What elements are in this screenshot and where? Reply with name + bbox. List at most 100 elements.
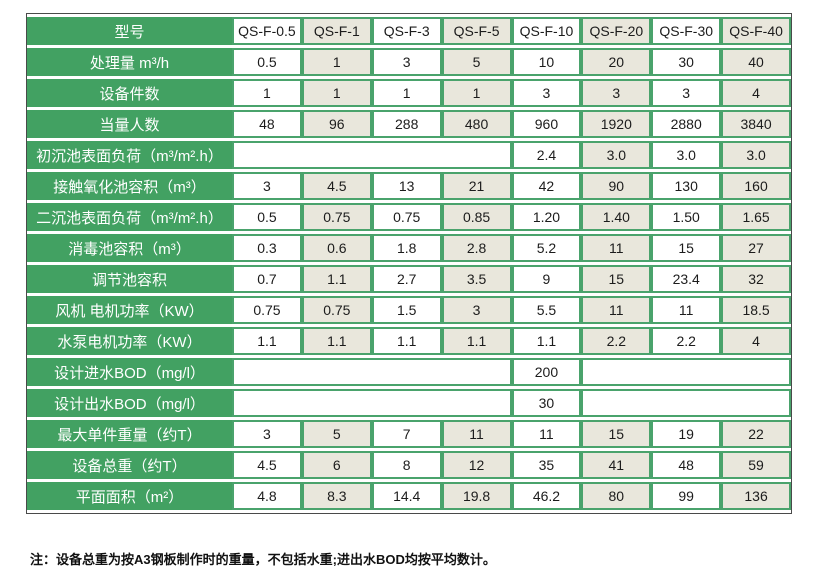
value-cell: 11: [581, 296, 652, 324]
value-cell: 1.1: [232, 327, 302, 355]
value-cell: 1.50: [651, 203, 722, 231]
spec-table: 型号 QS-F-0.5 QS-F-1 QS-F-3 QS-F-5 QS-F-10 QS-F-…: [27, 14, 791, 513]
value-cell: 0.7: [232, 265, 302, 293]
merged-empty-cell: [581, 389, 791, 417]
column-header: QS-F-10: [511, 17, 582, 45]
value-cell: 0.6: [301, 234, 372, 262]
value-cell: 15: [651, 234, 722, 262]
value-cell: 23.4: [651, 265, 722, 293]
value-cell: 21: [441, 172, 512, 200]
value-cell: 5: [301, 420, 372, 448]
value-cell: 30: [511, 389, 582, 417]
value-cell: 41: [581, 451, 652, 479]
value-cell: 0.85: [441, 203, 512, 231]
value-cell: 2.7: [371, 265, 442, 293]
row-label: 平面面积（m²）: [27, 482, 232, 510]
value-cell: 0.75: [301, 203, 372, 231]
value-cell: 3: [232, 420, 302, 448]
value-cell: 4: [721, 327, 791, 355]
value-cell: 4.8: [232, 482, 302, 510]
value-cell: 160: [721, 172, 791, 200]
value-cell: 12: [441, 451, 512, 479]
row-label: 设计进水BOD（mg/l）: [27, 358, 232, 386]
value-cell: 4: [721, 79, 791, 107]
value-cell: 2.4: [511, 141, 582, 169]
value-cell: 19.8: [441, 482, 512, 510]
value-cell: 1.1: [441, 327, 512, 355]
row-label: 水泵电机功率（KW）: [27, 327, 232, 355]
row-label: 处理量 m³/h: [27, 48, 232, 76]
header-row: 型号 QS-F-0.5 QS-F-1 QS-F-3 QS-F-5 QS-F-10 QS-F-…: [27, 17, 791, 45]
value-cell: 32: [721, 265, 791, 293]
table-row: 初沉池表面负荷（m³/m².h） 2.4 3.0 3.0 3.0: [27, 141, 791, 169]
table-row: 设备件数 1 1 1 1 3 3 3 4: [27, 79, 791, 107]
value-cell: 7: [371, 420, 442, 448]
value-cell: 13: [371, 172, 442, 200]
value-cell: 99: [651, 482, 722, 510]
value-cell: 3: [441, 296, 512, 324]
table-row: 设计进水BOD（mg/l） 200: [27, 358, 791, 386]
value-cell: 1.5: [371, 296, 442, 324]
value-cell: 2880: [651, 110, 722, 138]
table-row: 当量人数 48 96 288 480 960 1920 2880 3840: [27, 110, 791, 138]
value-cell: 1: [301, 48, 372, 76]
row-label: 二沉池表面负荷（m³/m².h）: [27, 203, 232, 231]
value-cell: 1: [232, 79, 302, 107]
value-cell: 1.40: [581, 203, 652, 231]
value-cell: 15: [581, 420, 652, 448]
value-cell: 3: [511, 79, 582, 107]
value-cell: 59: [721, 451, 791, 479]
value-cell: 18.5: [721, 296, 791, 324]
table-row: 水泵电机功率（KW） 1.1 1.1 1.1 1.1 1.1 2.2 2.2 4: [27, 327, 791, 355]
row-label: 初沉池表面负荷（m³/m².h）: [27, 141, 232, 169]
table-row: 消毒池容积（m³） 0.3 0.6 1.8 2.8 5.2 11 15 27: [27, 234, 791, 262]
header-label-cell: 型号: [27, 17, 232, 45]
value-cell: 288: [371, 110, 442, 138]
table-row: 风机 电机功率（KW） 0.75 0.75 1.5 3 5.5 11 11 18.5: [27, 296, 791, 324]
value-cell: 20: [581, 48, 652, 76]
value-cell: 3: [371, 48, 442, 76]
table-row: 接触氧化池容积（m³） 3 4.5 13 21 42 90 130 160: [27, 172, 791, 200]
row-label: 设备总重（约T）: [27, 451, 232, 479]
value-cell: 2.2: [581, 327, 652, 355]
row-label: 设计出水BOD（mg/l）: [27, 389, 232, 417]
value-cell: 14.4: [371, 482, 442, 510]
value-cell: 46.2: [511, 482, 582, 510]
value-cell: 1920: [581, 110, 652, 138]
merged-empty-cell: [232, 141, 512, 169]
value-cell: 0.5: [232, 203, 302, 231]
value-cell: 0.75: [232, 296, 302, 324]
value-cell: 3.0: [721, 141, 791, 169]
value-cell: 200: [511, 358, 582, 386]
footnote: 注：设备总重为按A3钢板制作时的重量，不包括水重;进出水BOD均按平均数计。: [30, 552, 496, 567]
table-row: 二沉池表面负荷（m³/m².h） 0.5 0.75 0.75 0.85 1.20 1.40 1…: [27, 203, 791, 231]
table-row: 调节池容积 0.7 1.1 2.7 3.5 9 15 23.4 32: [27, 265, 791, 293]
value-cell: 40: [721, 48, 791, 76]
value-cell: 3: [651, 79, 722, 107]
value-cell: 3840: [721, 110, 791, 138]
row-label: 调节池容积: [27, 265, 232, 293]
value-cell: 8.3: [301, 482, 372, 510]
column-header: QS-F-30: [651, 17, 722, 45]
value-cell: 48: [232, 110, 302, 138]
value-cell: 0.5: [232, 48, 302, 76]
value-cell: 960: [511, 110, 582, 138]
value-cell: 11: [441, 420, 512, 448]
value-cell: 3.0: [651, 141, 722, 169]
value-cell: 11: [581, 234, 652, 262]
value-cell: 27: [721, 234, 791, 262]
value-cell: 0.75: [301, 296, 372, 324]
value-cell: 1.8: [371, 234, 442, 262]
value-cell: 5: [441, 48, 512, 76]
value-cell: 15: [581, 265, 652, 293]
value-cell: 3.5: [441, 265, 512, 293]
value-cell: 22: [721, 420, 791, 448]
value-cell: 2.8: [441, 234, 512, 262]
value-cell: 5.2: [511, 234, 582, 262]
value-cell: 80: [581, 482, 652, 510]
merged-empty-cell: [232, 389, 512, 417]
value-cell: 9: [511, 265, 582, 293]
value-cell: 1.1: [301, 265, 372, 293]
value-cell: 480: [441, 110, 512, 138]
value-cell: 35: [511, 451, 582, 479]
